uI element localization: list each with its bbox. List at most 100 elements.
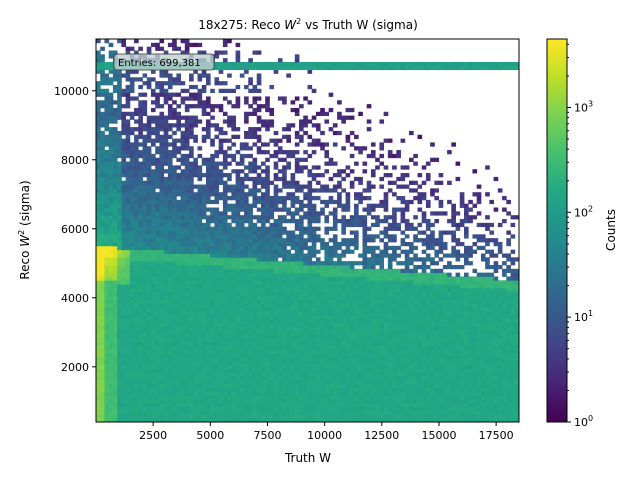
heatmap-cell	[197, 287, 203, 293]
heatmap-cell	[180, 395, 186, 400]
heatmap-cell	[210, 345, 215, 350]
heatmap-cell	[167, 104, 173, 109]
heatmap-cell	[129, 249, 135, 254]
heatmap-cell	[167, 173, 173, 178]
heatmap-cell	[134, 215, 139, 220]
heatmap-cell	[265, 142, 270, 147]
heatmap-cell	[370, 406, 376, 411]
heatmap-cell	[358, 276, 363, 281]
heatmap-cell	[227, 123, 232, 128]
heatmap-cell	[193, 169, 198, 174]
heatmap-cell	[112, 226, 118, 231]
heatmap-cell	[129, 69, 135, 74]
heatmap-cell	[117, 383, 122, 388]
heatmap-cell	[138, 134, 143, 139]
heatmap-cell	[201, 341, 207, 346]
heatmap-cell	[299, 241, 304, 247]
heatmap-cell	[210, 414, 215, 419]
heatmap-cell	[172, 153, 177, 159]
heatmap-cell	[155, 360, 160, 365]
heatmap-cell	[176, 383, 181, 388]
heatmap-cell	[218, 287, 224, 293]
heatmap-cell	[117, 295, 122, 300]
heatmap-cell	[197, 176, 203, 182]
heatmap-cell	[260, 249, 266, 254]
heatmap-cell	[146, 333, 152, 339]
heatmap-cell	[210, 272, 215, 277]
heatmap-cell	[172, 349, 177, 354]
heatmap-cell	[282, 395, 287, 400]
heatmap-cell	[138, 280, 143, 285]
heatmap-cell	[345, 399, 351, 404]
heatmap-cell	[337, 402, 342, 408]
heatmap-cell	[176, 356, 181, 362]
heatmap-cell	[210, 383, 215, 388]
heatmap-cell	[159, 414, 165, 419]
heatmap-cell	[299, 402, 304, 408]
heatmap-cell	[189, 169, 194, 174]
heatmap-cell	[167, 196, 173, 201]
heatmap-cell	[167, 402, 173, 408]
heatmap-cell	[311, 360, 317, 365]
heatmap-cell	[134, 337, 139, 342]
heatmap-cell	[244, 153, 249, 159]
heatmap-cell	[235, 222, 241, 228]
heatmap-cell	[189, 360, 194, 365]
heatmap-cell	[121, 219, 127, 224]
heatmap-cell	[222, 173, 228, 178]
heatmap-cell	[256, 280, 262, 285]
heatmap-cell	[189, 330, 194, 335]
heatmap-cell	[205, 383, 211, 388]
heatmap-cell	[121, 353, 127, 358]
heatmap-cell	[294, 391, 300, 396]
heatmap-cell	[176, 111, 181, 116]
heatmap-cell	[235, 364, 241, 369]
heatmap-cell	[332, 207, 338, 212]
heatmap-cell	[201, 188, 207, 193]
heatmap-cell	[222, 184, 228, 189]
heatmap-cell	[282, 341, 287, 346]
heatmap-cell	[354, 410, 359, 415]
heatmap-cell	[129, 245, 135, 251]
heatmap-cell	[180, 226, 186, 231]
heatmap-cell	[244, 115, 249, 120]
heatmap-cell	[244, 410, 249, 415]
heatmap-cell	[189, 165, 194, 170]
heatmap-cell	[167, 92, 173, 97]
heatmap-cell	[265, 284, 270, 289]
heatmap-cell	[163, 402, 169, 408]
heatmap-cell	[134, 341, 139, 346]
heatmap-cell	[218, 372, 224, 377]
heatmap-cell	[180, 414, 186, 419]
heatmap-cell	[231, 345, 236, 350]
heatmap-cell	[197, 173, 203, 178]
heatmap-cell	[112, 50, 118, 55]
heatmap-cell	[299, 295, 304, 300]
heatmap-cell	[260, 150, 266, 155]
heatmap-cell	[197, 383, 203, 388]
heatmap-cell	[189, 238, 194, 243]
heatmap-cell	[218, 226, 224, 231]
heatmap-cell	[167, 234, 173, 239]
heatmap-cell	[125, 203, 131, 208]
heatmap-cell	[248, 368, 253, 373]
heatmap-cell	[121, 150, 127, 155]
heatmap-cell	[362, 268, 368, 274]
heatmap-cell	[299, 376, 304, 381]
heatmap-cell	[227, 119, 232, 124]
heatmap-cell	[218, 50, 224, 55]
heatmap-cell	[100, 368, 105, 373]
heatmap-cell	[231, 184, 236, 189]
heatmap-cell	[222, 257, 228, 262]
heatmap-cell	[112, 192, 118, 197]
heatmap-cell	[303, 360, 308, 365]
heatmap-cell	[222, 414, 228, 419]
heatmap-cell	[104, 402, 110, 408]
heatmap-cell	[362, 322, 368, 327]
heatmap-cell	[265, 349, 270, 354]
heatmap-cell	[286, 257, 291, 262]
heatmap-cell	[129, 264, 135, 270]
heatmap-cell	[150, 127, 156, 132]
heatmap-cell	[337, 111, 342, 116]
heatmap-cell	[231, 119, 236, 124]
